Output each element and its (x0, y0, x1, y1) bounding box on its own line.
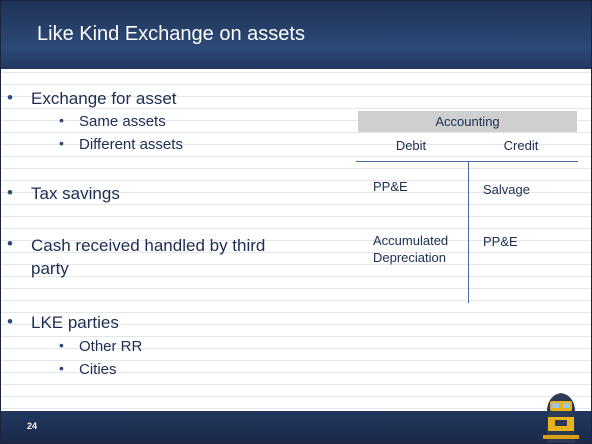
bullet: • (7, 312, 13, 331)
t-account-header (358, 111, 577, 132)
bullet-text: LKE parties (31, 313, 119, 332)
t-account-title: Accounting (435, 114, 500, 129)
sub-bullet-text: Other RR (79, 338, 143, 355)
slide-title: Like Kind Exchange on assets (37, 23, 305, 45)
bullet: • (7, 88, 13, 107)
bullet: • (59, 135, 64, 151)
bullet-text: Cash received handled by third party (31, 236, 266, 278)
header-bar: Like Kind Exchange on assets (1, 1, 591, 69)
page-number: 24 (27, 421, 38, 431)
t-line-horizontal (356, 161, 578, 162)
debit-entry: PP&E (373, 179, 408, 194)
bullet-text: Exchange for asset (31, 89, 177, 108)
locomotive-logo (543, 393, 579, 443)
bullet-text: Tax savings (31, 184, 120, 203)
bullet: • (59, 112, 64, 128)
credit-entry: PP&E (483, 234, 518, 249)
footer-bar: 24 (1, 411, 591, 443)
sub-bullet-text: Different assets (79, 136, 183, 153)
sub-bullet-text: Cities (79, 361, 117, 378)
credit-entry: Salvage (483, 182, 530, 197)
bullet: • (7, 183, 13, 202)
debit-entry: Accumulated Depreciation (373, 233, 449, 265)
column-label: Credit (503, 138, 539, 153)
bullet: • (7, 234, 13, 253)
bullet: • (59, 360, 64, 376)
column-label: Debit (395, 138, 427, 153)
sub-bullet-text: Same assets (79, 113, 166, 130)
bullet: • (59, 337, 64, 353)
t-line-vertical (468, 161, 469, 303)
